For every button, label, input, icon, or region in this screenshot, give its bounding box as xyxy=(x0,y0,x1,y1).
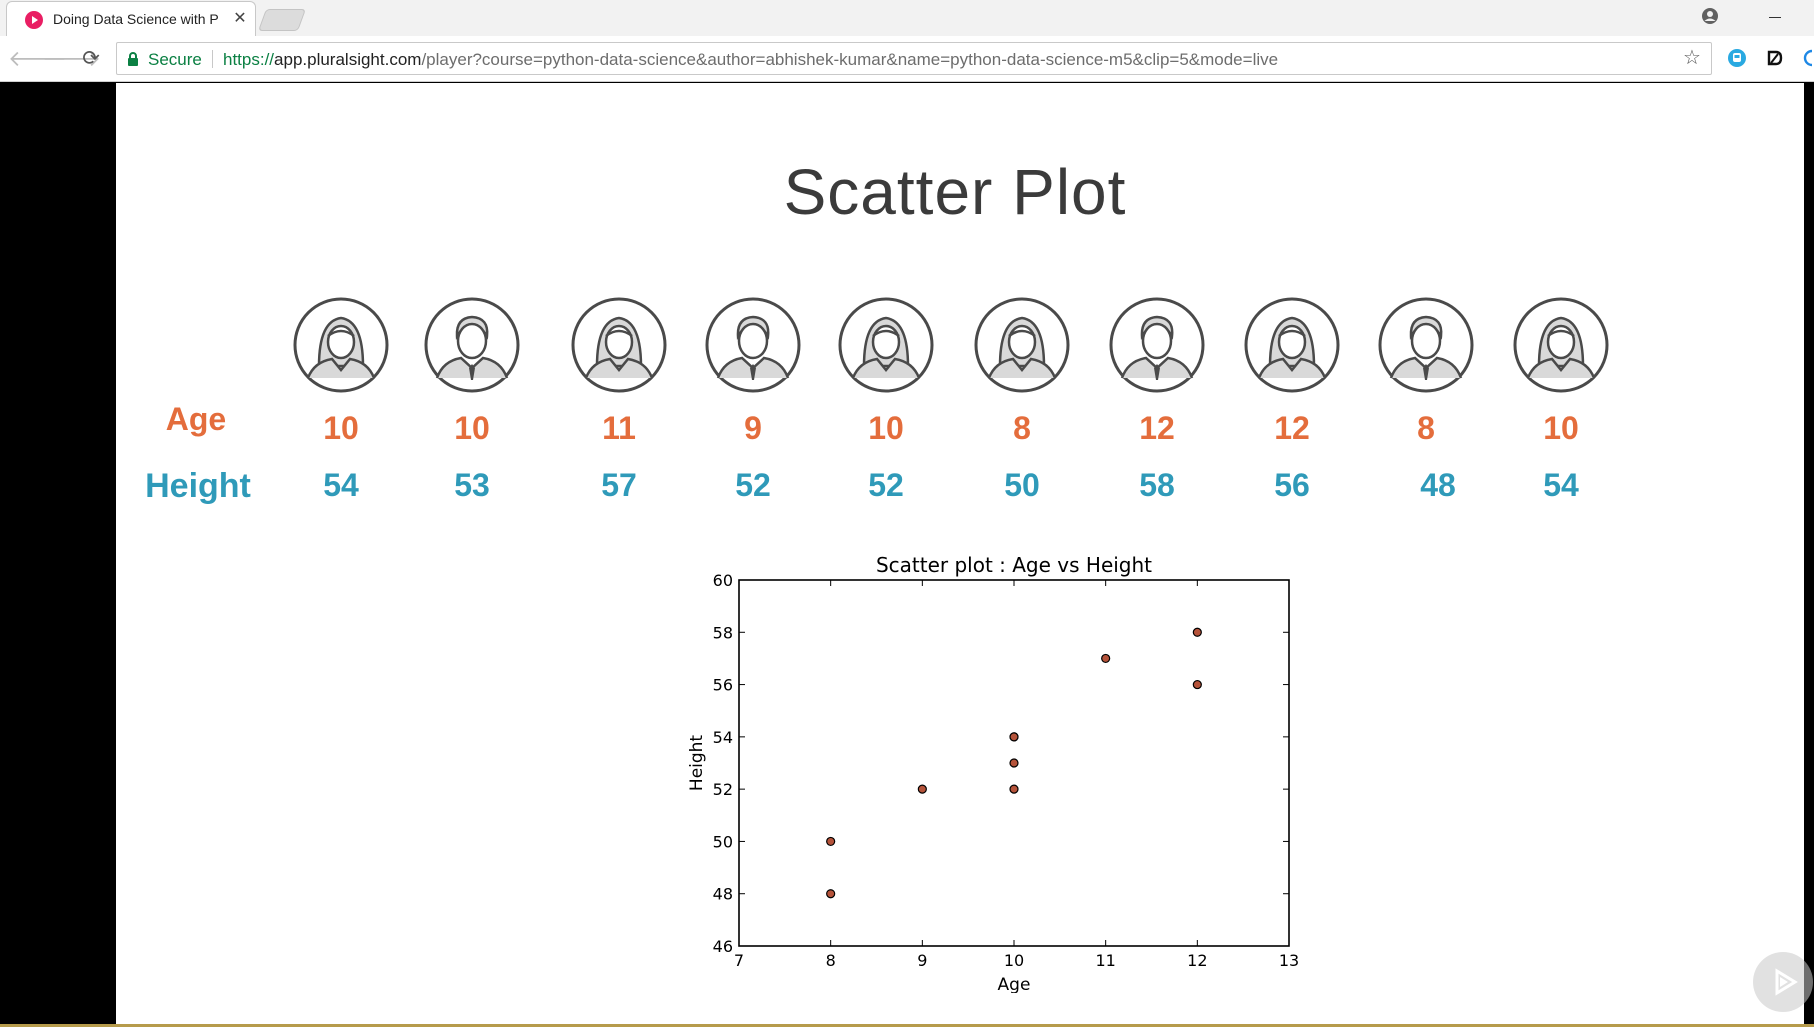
y-axis-label: Height xyxy=(687,735,707,792)
scatter-point xyxy=(1192,627,1202,637)
scatter-point xyxy=(1101,653,1111,664)
active-tab[interactable]: Doing Data Science with P ✕ xyxy=(6,1,256,36)
scatter-point xyxy=(1009,758,1019,768)
tab-close-icon[interactable]: ✕ xyxy=(233,10,247,27)
y-tick-label: 50 xyxy=(713,832,733,851)
minimize-button[interactable] xyxy=(1760,4,1790,30)
age-value: 10 xyxy=(454,410,490,446)
player-progress-line xyxy=(0,1024,1814,1027)
height-value: 56 xyxy=(1274,467,1310,503)
scatter-point xyxy=(917,784,927,794)
scatter-chart: Scatter plot : Age vs Height 7 8 9 10 11 12 13 4… xyxy=(656,543,1416,993)
lock-icon xyxy=(127,52,139,66)
age-value: 9 xyxy=(744,410,762,446)
tab-title: Doing Data Science with P xyxy=(53,11,219,27)
scatter-point xyxy=(1192,679,1202,690)
female-avatar-icon xyxy=(1243,296,1341,394)
y-tick-label: 54 xyxy=(713,728,733,747)
height-value: 57 xyxy=(601,467,637,503)
extension-blue-icon[interactable] xyxy=(1727,48,1747,68)
x-tick-label: 11 xyxy=(1095,951,1115,970)
slide-title: Scatter Plot xyxy=(783,156,1127,228)
male-avatar-icon xyxy=(1377,296,1475,394)
y-tick-label: 48 xyxy=(713,885,733,904)
course-slide: Scatter Plot Age Height 10 10 11 9 10 8 12 12 8 1… xyxy=(116,83,1804,1027)
y-tick-label: 58 xyxy=(713,623,733,642)
age-value: 10 xyxy=(323,410,359,446)
height-value: 50 xyxy=(1004,467,1040,503)
scatter-point xyxy=(826,889,836,899)
female-avatar-icon xyxy=(570,296,668,394)
height-value: 54 xyxy=(323,467,359,503)
height-value: 52 xyxy=(868,467,904,503)
extension-dashlane-icon[interactable] xyxy=(1765,48,1785,68)
height-value: 54 xyxy=(1543,467,1579,503)
age-value: 12 xyxy=(1139,410,1175,446)
url-path: /player?course=python-data-science&autho… xyxy=(421,50,1279,69)
x-tick-label: 10 xyxy=(1004,951,1024,970)
female-avatar-icon xyxy=(292,296,390,394)
age-value: 8 xyxy=(1013,410,1031,446)
female-avatar-icon xyxy=(1512,296,1610,394)
forward-button[interactable]: 🡒 xyxy=(42,46,101,71)
scatter-point xyxy=(1009,784,1019,794)
x-tick-label: 12 xyxy=(1187,951,1207,970)
pluralsight-play-icon[interactable] xyxy=(1753,952,1813,1012)
url-scheme: https:// xyxy=(223,50,275,69)
age-value: 12 xyxy=(1274,410,1310,446)
age-row-label: Age xyxy=(165,401,227,437)
female-avatar-icon xyxy=(973,296,1071,394)
x-tick-label: 13 xyxy=(1279,951,1299,970)
height-value: 48 xyxy=(1420,467,1456,503)
reload-button[interactable]: ⟳ xyxy=(82,47,100,70)
y-tick-label: 60 xyxy=(713,571,733,590)
url-host: app.pluralsight.com xyxy=(274,50,422,69)
age-value: 10 xyxy=(1543,410,1579,446)
male-avatar-icon xyxy=(1108,296,1206,394)
address-bar[interactable]: Secure https://app.pluralsight.com/playe… xyxy=(116,42,1712,75)
x-tick-label: 7 xyxy=(734,951,744,970)
male-avatar-icon xyxy=(423,296,521,394)
x-tick-label: 9 xyxy=(917,951,927,970)
x-axis-label: Age xyxy=(998,975,1031,993)
back-button[interactable]: 🡐 xyxy=(8,46,67,71)
scatter-point xyxy=(826,836,836,847)
height-value: 53 xyxy=(454,467,490,503)
height-value: 52 xyxy=(735,467,771,503)
age-value: 8 xyxy=(1417,410,1435,446)
male-avatar-icon xyxy=(704,296,802,394)
tab-bar: Doing Data Science with P ✕ xyxy=(0,0,1814,36)
height-value: 58 xyxy=(1139,467,1175,503)
browser-toolbar: 🡐 🡒 ⟳ Secure https://app.pluralsight.com… xyxy=(0,36,1814,82)
x-tick-label: 8 xyxy=(826,951,836,970)
chart-title: Scatter plot : Age vs Height xyxy=(876,553,1152,577)
height-row-label: Height xyxy=(145,467,251,505)
omnibox-divider xyxy=(212,50,213,68)
star-icon[interactable]: ☆ xyxy=(1683,47,1701,69)
pluralsight-favicon-icon xyxy=(25,11,43,29)
new-tab-button[interactable] xyxy=(257,9,307,31)
profile-icon[interactable] xyxy=(1700,6,1720,26)
age-value: 11 xyxy=(602,410,636,446)
scatter-chart-svg: Scatter plot : Age vs Height 7 8 9 10 11 12 13 4… xyxy=(687,553,1299,993)
y-tick-label: 56 xyxy=(713,676,733,695)
url-text[interactable]: https://app.pluralsight.com/player?cours… xyxy=(223,50,1663,70)
y-tick-label: 46 xyxy=(713,937,733,956)
female-avatar-icon xyxy=(837,296,935,394)
scatter-point xyxy=(1009,732,1019,742)
secure-label: Secure xyxy=(148,50,202,69)
extension-partial-icon[interactable] xyxy=(1800,48,1814,68)
age-value: 10 xyxy=(868,410,904,446)
y-tick-label: 52 xyxy=(713,780,733,799)
